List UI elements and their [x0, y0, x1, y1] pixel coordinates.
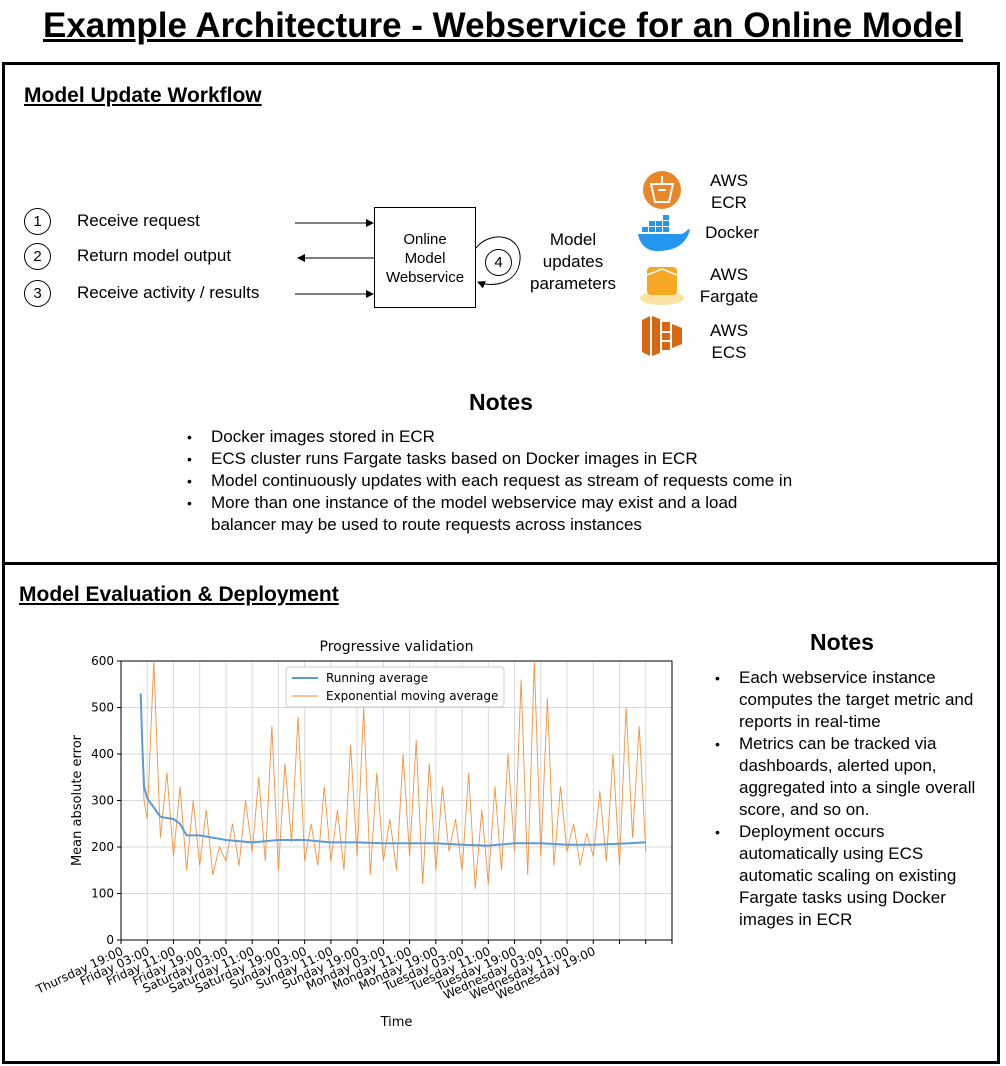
aws-fargate-label: AWS Fargate — [699, 265, 759, 306]
y-tick-label: 500 — [91, 701, 114, 715]
step-3-number: 3 — [24, 280, 51, 307]
y-tick-label: 600 — [91, 654, 114, 668]
aws-ecs-icon — [642, 316, 682, 356]
chart-title: Progressive validation — [320, 639, 474, 655]
workflow-notes-title: Notes — [469, 389, 533, 415]
docker-label: Docker — [705, 223, 759, 242]
evaluation-notes-list: Each webservice instance computes the ta… — [713, 667, 981, 931]
y-axis-label: Mean absolute error — [70, 734, 85, 866]
step-2-number: 2 — [24, 243, 51, 270]
workflow-arrows — [295, 219, 374, 298]
y-tick-label: 200 — [91, 840, 114, 854]
workflow-note: Docker images stored in ECR — [185, 426, 845, 448]
step-3-label: Receive activity / results — [77, 283, 260, 302]
y-tick-label: 300 — [91, 794, 114, 808]
evaluation-note: Metrics can be tracked via dashboards, a… — [713, 733, 981, 821]
workflow-section-title: Model Update Workflow — [24, 84, 262, 107]
legend-box — [285, 666, 505, 708]
step-4-number: 4 — [485, 249, 512, 276]
workflow-note: ECS cluster runs Fargate tasks based on … — [185, 448, 845, 470]
step-1-label: Receive request — [77, 211, 200, 230]
workflow-note: Model continuously updates with each req… — [185, 470, 845, 492]
evaluation-panel — [2, 562, 1000, 1064]
evaluation-section-title: Model Evaluation & Deployment — [19, 583, 339, 606]
step-2-label: Return model output — [77, 246, 232, 265]
update-parameters-label: Model updates parameters — [530, 230, 616, 293]
y-tick-label: 400 — [91, 747, 114, 761]
legend-label-ema: Exponential moving average — [326, 689, 498, 703]
x-axis-label: Time — [380, 1015, 413, 1030]
webservice-box: Online Model Webservice — [374, 207, 476, 308]
evaluation-note: Each webservice instance computes the ta… — [713, 667, 981, 733]
y-tick-label: 100 — [91, 887, 114, 901]
docker-icon — [638, 215, 690, 252]
running-average-line — [139, 693, 646, 847]
aws-ecs-label: AWS ECS — [709, 321, 749, 362]
evaluation-note: Deployment occurs automatically using EC… — [713, 821, 981, 931]
aws-ecr-icon — [643, 171, 681, 209]
workflow-notes-list: Docker images stored in ECR ECS cluster … — [185, 426, 845, 536]
workflow-note: More than one instance of the model webs… — [185, 492, 801, 536]
aws-ecr-label: AWS ECR — [709, 171, 749, 212]
update-loop-arrow — [475, 236, 521, 289]
page-title: Example Architecture - Webservice for an… — [43, 6, 963, 45]
step-1-number: 1 — [24, 208, 51, 235]
webservice-label: Online Model Webservice — [385, 231, 465, 286]
y-tick-label: 0 — [106, 933, 114, 947]
aws-fargate-icon — [640, 267, 684, 305]
evaluation-notes-title: Notes — [810, 629, 874, 655]
legend-label-running-average: Running average — [326, 671, 428, 685]
ema-line — [140, 661, 647, 889]
